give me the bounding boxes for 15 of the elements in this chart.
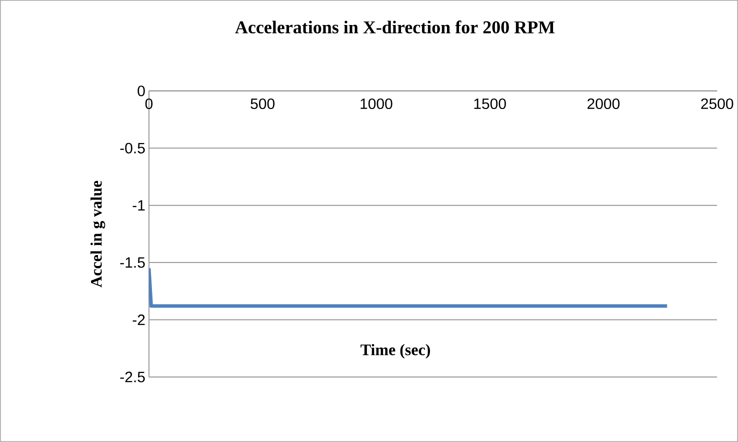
chart-title: Accelerations in X-direction for 200 RPM <box>235 20 555 34</box>
y-tick-label: -0.5 <box>120 142 145 154</box>
y-tick-label: 0 <box>138 86 145 96</box>
y-axis-title: Accel in g value <box>90 180 106 288</box>
y-tick-label: -2 <box>132 314 145 326</box>
y-tick-label: -2.5 <box>120 372 145 382</box>
x-tick-label: 2000 <box>588 98 620 110</box>
x-tick-label: 0 <box>145 98 153 110</box>
x-axis-title: Time (sec) <box>360 344 430 359</box>
x-tick-label: 500 <box>250 98 274 110</box>
x-tick-label: 2500 <box>701 98 734 110</box>
x-tick-label: 1000 <box>360 98 392 110</box>
x-tick-label: 1500 <box>474 98 506 110</box>
y-tick-label: -1.5 <box>120 257 145 268</box>
y-tick-label: -1 <box>132 200 145 211</box>
